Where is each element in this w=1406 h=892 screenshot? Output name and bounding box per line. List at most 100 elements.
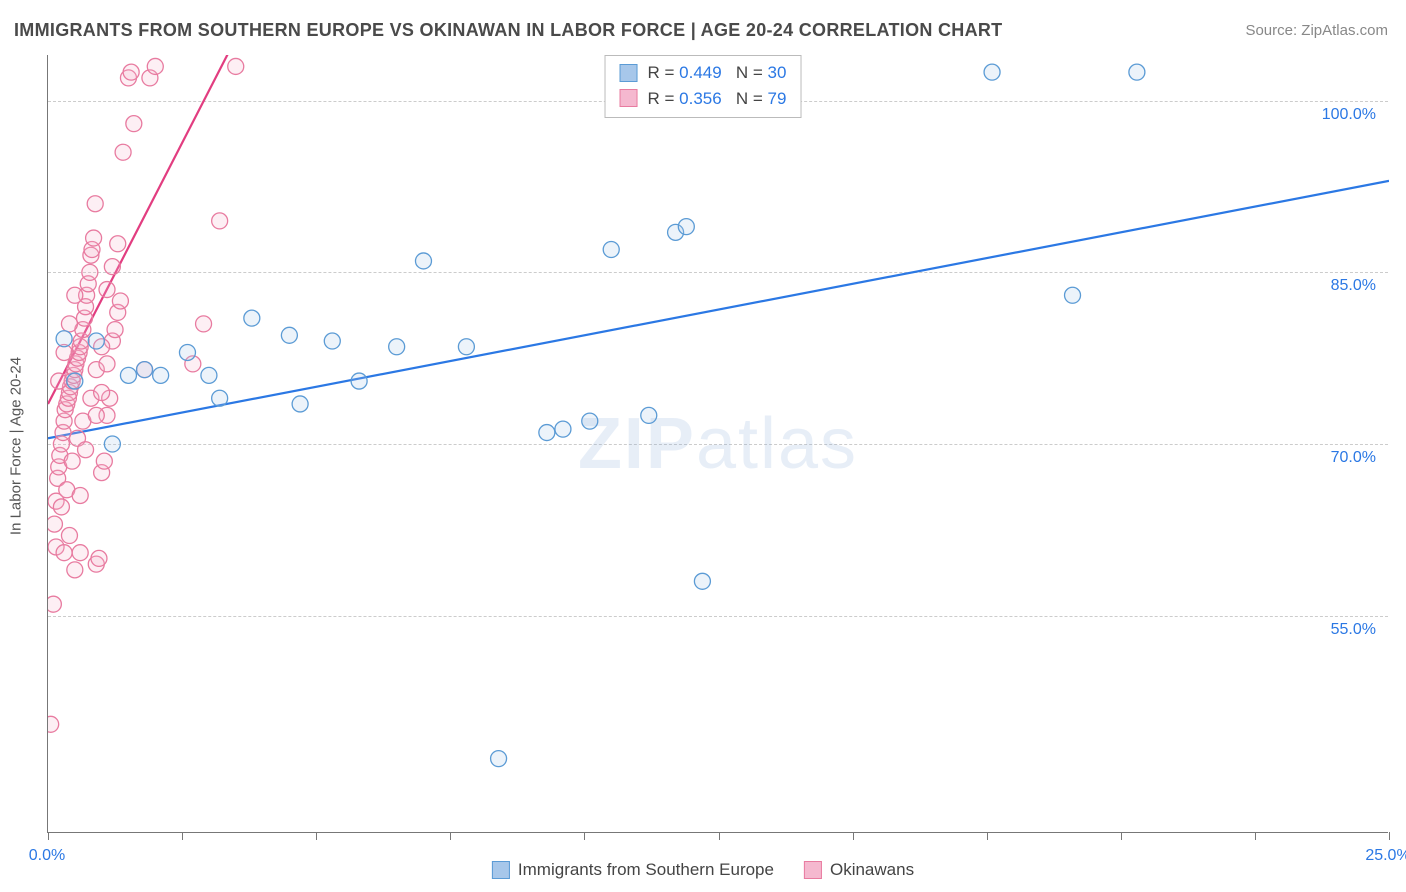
- point-okinawans: [102, 390, 118, 406]
- point-southern_europe: [56, 331, 72, 347]
- x-tick: [1121, 832, 1122, 840]
- point-southern_europe: [678, 219, 694, 235]
- chart-title: IMMIGRANTS FROM SOUTHERN EUROPE VS OKINA…: [14, 20, 1002, 41]
- point-southern_europe: [244, 310, 260, 326]
- point-okinawans: [88, 556, 104, 572]
- point-okinawans: [70, 350, 86, 366]
- point-okinawans: [66, 367, 82, 383]
- point-okinawans: [48, 539, 64, 555]
- point-southern_europe: [415, 253, 431, 269]
- swatch-okinawans: [804, 861, 822, 879]
- x-tick: [719, 832, 720, 840]
- point-okinawans: [99, 356, 115, 372]
- point-okinawans: [51, 373, 67, 389]
- point-southern_europe: [67, 373, 83, 389]
- point-southern_europe: [641, 407, 657, 423]
- point-okinawans: [115, 144, 131, 160]
- point-okinawans: [48, 516, 62, 532]
- point-okinawans: [88, 407, 104, 423]
- y-tick-label: 55.0%: [1331, 621, 1376, 639]
- legend-stat-row-okinawans: R = 0.356 N = 79: [620, 86, 787, 112]
- gridline-h: [48, 616, 1388, 617]
- legend-label: Immigrants from Southern Europe: [518, 860, 774, 880]
- point-okinawans: [73, 333, 89, 349]
- point-okinawans: [55, 425, 71, 441]
- point-okinawans: [228, 58, 244, 74]
- point-okinawans: [196, 316, 212, 332]
- gridline-h: [48, 272, 1388, 273]
- point-southern_europe: [1129, 64, 1145, 80]
- point-okinawans: [110, 236, 126, 252]
- point-okinawans: [48, 493, 64, 509]
- point-southern_europe: [458, 339, 474, 355]
- point-okinawans: [94, 465, 110, 481]
- x-tick: [1255, 832, 1256, 840]
- legend-item-okinawans: Okinawans: [804, 860, 914, 880]
- point-southern_europe: [984, 64, 1000, 80]
- point-okinawans: [94, 385, 110, 401]
- point-okinawans: [91, 550, 107, 566]
- x-tick: [182, 832, 183, 840]
- point-okinawans: [107, 322, 123, 338]
- legend-stat-text: R = 0.449 N = 30: [648, 60, 787, 86]
- swatch-okinawans: [620, 89, 638, 107]
- point-okinawans: [72, 339, 88, 355]
- point-okinawans: [110, 304, 126, 320]
- point-southern_europe: [324, 333, 340, 349]
- point-okinawans: [79, 287, 95, 303]
- point-okinawans: [185, 356, 201, 372]
- point-okinawans: [61, 528, 77, 544]
- point-okinawans: [59, 482, 75, 498]
- point-southern_europe: [668, 224, 684, 240]
- point-okinawans: [67, 287, 83, 303]
- point-southern_europe: [603, 242, 619, 258]
- point-okinawans: [48, 716, 59, 732]
- point-southern_europe: [201, 367, 217, 383]
- y-axis-title: In Labor Force | Age 20-24: [8, 357, 25, 535]
- legend-stat-text: R = 0.356 N = 79: [648, 86, 787, 112]
- point-okinawans: [50, 470, 66, 486]
- point-southern_europe: [212, 390, 228, 406]
- point-southern_europe: [694, 573, 710, 589]
- point-okinawans: [67, 362, 83, 378]
- point-okinawans: [142, 70, 158, 86]
- point-okinawans: [104, 333, 120, 349]
- x-tick: [48, 832, 49, 840]
- point-southern_europe: [120, 367, 136, 383]
- point-okinawans: [147, 58, 163, 74]
- point-okinawans: [123, 64, 139, 80]
- legend-stats: R = 0.449 N = 30R = 0.356 N = 79: [605, 55, 802, 118]
- x-tick: [1389, 832, 1390, 840]
- point-southern_europe: [281, 327, 297, 343]
- point-okinawans: [51, 459, 67, 475]
- point-okinawans: [63, 379, 79, 395]
- y-tick-label: 100.0%: [1322, 106, 1376, 124]
- point-okinawans: [52, 447, 68, 463]
- y-tick-label: 70.0%: [1331, 449, 1376, 467]
- point-okinawans: [72, 487, 88, 503]
- x-tick: [316, 832, 317, 840]
- point-okinawans: [56, 545, 72, 561]
- y-tick-label: 85.0%: [1331, 277, 1376, 295]
- point-southern_europe: [153, 367, 169, 383]
- point-okinawans: [126, 116, 142, 132]
- x-tick-label: 25.0%: [1365, 847, 1406, 865]
- point-okinawans: [61, 316, 77, 332]
- point-okinawans: [99, 282, 115, 298]
- point-okinawans: [120, 70, 136, 86]
- legend-stat-row-southern_europe: R = 0.449 N = 30: [620, 60, 787, 86]
- point-okinawans: [86, 230, 102, 246]
- point-okinawans: [84, 242, 100, 258]
- legend-item-southern_europe: Immigrants from Southern Europe: [492, 860, 774, 880]
- x-tick: [584, 832, 585, 840]
- point-southern_europe: [1065, 287, 1081, 303]
- point-okinawans: [56, 344, 72, 360]
- point-okinawans: [56, 413, 72, 429]
- source-label: Source: ZipAtlas.com: [1245, 22, 1388, 39]
- point-okinawans: [83, 390, 99, 406]
- point-okinawans: [137, 362, 153, 378]
- point-okinawans: [96, 453, 112, 469]
- swatch-southern_europe: [492, 861, 510, 879]
- point-okinawans: [75, 322, 91, 338]
- x-tick: [987, 832, 988, 840]
